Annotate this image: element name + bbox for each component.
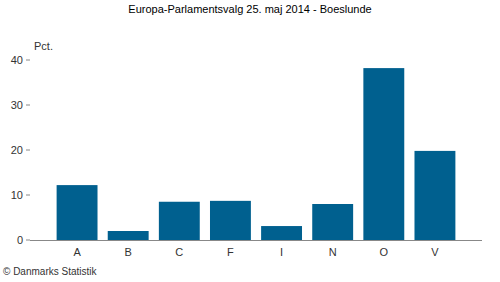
- y-tick: [26, 240, 30, 241]
- x-tick-label: I: [280, 246, 283, 258]
- x-tick-label: B: [125, 246, 132, 258]
- source-note: © Danmarks Statistik: [3, 266, 98, 277]
- x-tick-label: V: [431, 246, 439, 258]
- y-tick-label: 0: [17, 234, 23, 246]
- y-tick: [26, 150, 30, 151]
- chart-svg: Europa-Parlamentsvalg 25. maj 2014 - Boe…: [0, 0, 500, 282]
- x-axis-line: [30, 240, 482, 241]
- y-tick-label: 30: [11, 99, 23, 111]
- chart-container: Europa-Parlamentsvalg 25. maj 2014 - Boe…: [0, 0, 500, 282]
- y-tick-label: 40: [11, 54, 23, 66]
- x-tick-label: F: [227, 246, 234, 258]
- bar: [108, 231, 149, 240]
- x-tick-label: A: [73, 246, 81, 258]
- bar: [312, 204, 353, 240]
- bar: [414, 151, 455, 240]
- bar: [57, 185, 98, 240]
- bar: [159, 202, 200, 240]
- bar: [261, 226, 302, 240]
- x-tick-label: C: [175, 246, 183, 258]
- bar: [210, 201, 251, 240]
- y-tick: [26, 105, 30, 106]
- chart-title: Europa-Parlamentsvalg 25. maj 2014 - Boe…: [128, 3, 371, 15]
- y-tick: [26, 195, 30, 196]
- bars: [57, 68, 456, 240]
- y-tick: [26, 60, 30, 61]
- bar: [363, 68, 404, 240]
- y-tick-label: 20: [11, 144, 23, 156]
- y-tick-label: 10: [11, 189, 23, 201]
- x-tick-label: N: [329, 246, 337, 258]
- y-axis-label: Pct.: [34, 40, 53, 52]
- x-tick-label: O: [380, 246, 389, 258]
